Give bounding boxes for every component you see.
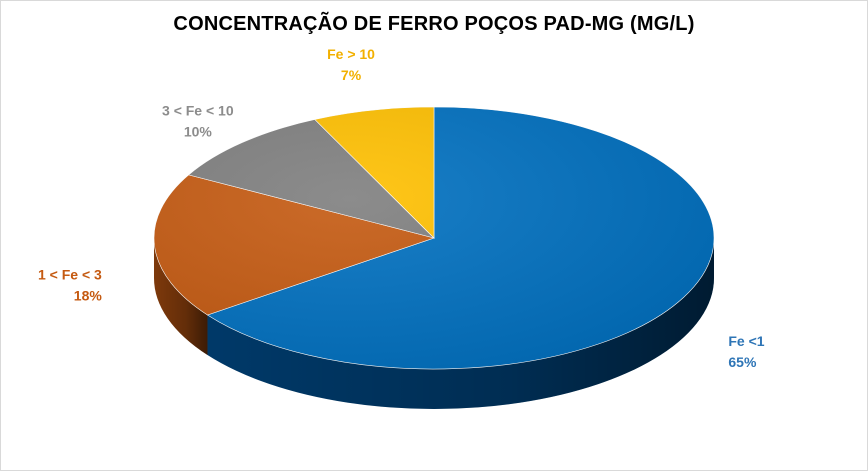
pie-side-shade-1 bbox=[154, 238, 208, 355]
slice-percent-label-1: 18% bbox=[74, 288, 103, 304]
pie-labels: Fe <1 65% 1 < Fe < 3 18% 3 < Fe < 10 10% Fe > … bbox=[38, 46, 765, 370]
pie-tops bbox=[153, 106, 715, 370]
slice-category-label-3: Fe > 10 bbox=[327, 46, 375, 62]
slice-category-label-1: 1 < Fe < 3 bbox=[38, 267, 102, 283]
slice-percent-label-2: 10% bbox=[184, 123, 213, 139]
chart-title: CONCENTRAÇÃO DE FERRO POÇOS PAD-MG (MG/L… bbox=[173, 13, 695, 35]
pie-side-shade-0 bbox=[207, 238, 715, 409]
slice-category-label-2: 3 < Fe < 10 bbox=[162, 102, 234, 118]
slice-category-label-0: Fe <1 bbox=[728, 333, 764, 349]
pie-top-shading bbox=[154, 107, 714, 369]
slice-percent-label-0: 65% bbox=[728, 354, 757, 370]
pie-sides bbox=[154, 238, 715, 409]
slice-percent-label-3: 7% bbox=[341, 67, 362, 83]
